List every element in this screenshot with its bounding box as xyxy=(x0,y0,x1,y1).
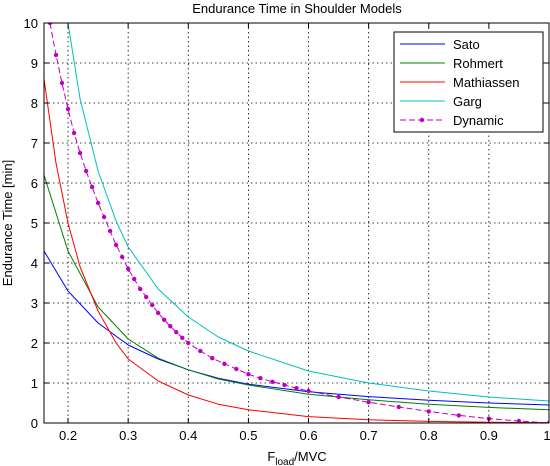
series-point-dynamic xyxy=(83,168,89,174)
series-sato xyxy=(44,250,549,406)
series-point-dynamic xyxy=(306,388,311,394)
y-axis-label: Endurance Time [min] xyxy=(0,160,15,286)
y-tick-label: 1 xyxy=(31,376,38,391)
grid-lines xyxy=(44,23,549,423)
series-point-dynamic xyxy=(126,266,131,272)
x-tick-label: 0.5 xyxy=(239,428,257,443)
series-point-dynamic xyxy=(270,379,275,384)
series-point-dynamic xyxy=(65,106,71,112)
x-tick-label: 0.8 xyxy=(420,428,438,443)
y-tick-label: 3 xyxy=(31,296,38,311)
series-point-dynamic xyxy=(198,348,203,354)
y-tick-label: 5 xyxy=(31,216,38,231)
legend-label-dynamic: Dynamic xyxy=(453,113,504,128)
series-point-dynamic xyxy=(396,404,401,410)
y-tick-label: 8 xyxy=(31,96,38,111)
series-point-dynamic xyxy=(77,150,83,156)
legend-entries: Sato Rohmert Mathiassen Garg Dynamic xyxy=(400,37,519,128)
x-tick-label: 0.4 xyxy=(179,428,197,443)
series-line-rohmert xyxy=(44,174,549,411)
series-point-dynamic xyxy=(156,310,161,316)
series-point-dynamic xyxy=(546,420,549,423)
x-tick-label: 1 xyxy=(543,428,550,443)
x-axis-label-suffix: /MVC xyxy=(294,449,327,464)
x-axis-label-main: F xyxy=(267,449,275,464)
series-rohmert xyxy=(44,174,549,411)
x-tick-label: 0.9 xyxy=(480,428,498,443)
series-line-garg xyxy=(67,23,549,402)
legend-label-garg: Garg xyxy=(453,94,482,109)
series-point-dynamic xyxy=(138,286,143,292)
series-garg xyxy=(67,23,549,402)
legend-label-mathiassen: Mathiassen xyxy=(453,75,519,90)
legend-label-sato: Sato xyxy=(453,37,480,52)
series-point-dynamic xyxy=(150,302,155,308)
y-tick-label: 7 xyxy=(31,136,38,151)
series-point-dynamic xyxy=(456,413,461,418)
x-tick-label: 0.2 xyxy=(59,428,77,443)
x-tick-label: 0.3 xyxy=(119,428,137,443)
series-point-dynamic xyxy=(180,335,185,340)
series-point-dynamic xyxy=(132,276,137,282)
y-tick-label: 10 xyxy=(24,16,38,31)
series-point-dynamic xyxy=(174,330,179,335)
legend-marker-dynamic xyxy=(419,117,425,123)
series-point-dynamic xyxy=(71,130,77,136)
series-point-dynamic xyxy=(258,376,263,381)
x-axis-label: Fload/MVC xyxy=(267,449,326,466)
series-dynamic xyxy=(47,23,549,423)
series-point-dynamic xyxy=(120,254,125,260)
series-line-mathiassen xyxy=(44,78,549,423)
series-point-dynamic xyxy=(95,200,101,206)
y-tick-label: 6 xyxy=(31,176,38,191)
y-tick-label: 2 xyxy=(31,336,38,351)
series-point-dynamic xyxy=(210,356,215,361)
y-tick-label: 9 xyxy=(31,56,38,71)
y-tick-label: 0 xyxy=(31,416,38,431)
series-point-dynamic xyxy=(113,242,119,248)
series-point-dynamic xyxy=(162,317,167,322)
series-point-dynamic xyxy=(234,366,239,372)
series-point-dynamic xyxy=(222,361,227,366)
series-point-dynamic xyxy=(53,52,59,58)
plot-lines xyxy=(44,23,549,423)
series-mathiassen xyxy=(44,78,549,423)
series-point-dynamic xyxy=(168,324,173,329)
series-point-dynamic xyxy=(246,372,251,377)
series-point-dynamic xyxy=(294,386,299,391)
x-tick-label: 0.7 xyxy=(360,428,378,443)
series-point-dynamic xyxy=(89,184,95,190)
legend: Sato Rohmert Mathiassen Garg Dynamic xyxy=(393,31,544,133)
series-point-dynamic xyxy=(366,400,371,405)
series-point-dynamic xyxy=(144,294,149,300)
series-point-dynamic xyxy=(47,23,53,26)
series-point-dynamic xyxy=(107,228,113,234)
series-point-dynamic xyxy=(101,214,107,220)
legend-label-rohmert: Rohmert xyxy=(453,56,503,71)
x-tick-label: 0.6 xyxy=(299,428,317,443)
series-line-sato xyxy=(44,250,549,406)
series-line-dynamic xyxy=(49,23,549,423)
series-point-dynamic xyxy=(336,394,341,400)
series-point-dynamic xyxy=(426,409,431,414)
x-axis-label-subscript: load xyxy=(275,457,294,466)
y-tick-label: 4 xyxy=(31,256,38,271)
series-point-dynamic xyxy=(59,80,65,86)
series-point-dynamic xyxy=(516,418,522,423)
series-point-dynamic xyxy=(186,340,191,346)
chart-title: Endurance Time in Shoulder Models xyxy=(192,1,402,16)
series-point-dynamic xyxy=(282,382,287,388)
